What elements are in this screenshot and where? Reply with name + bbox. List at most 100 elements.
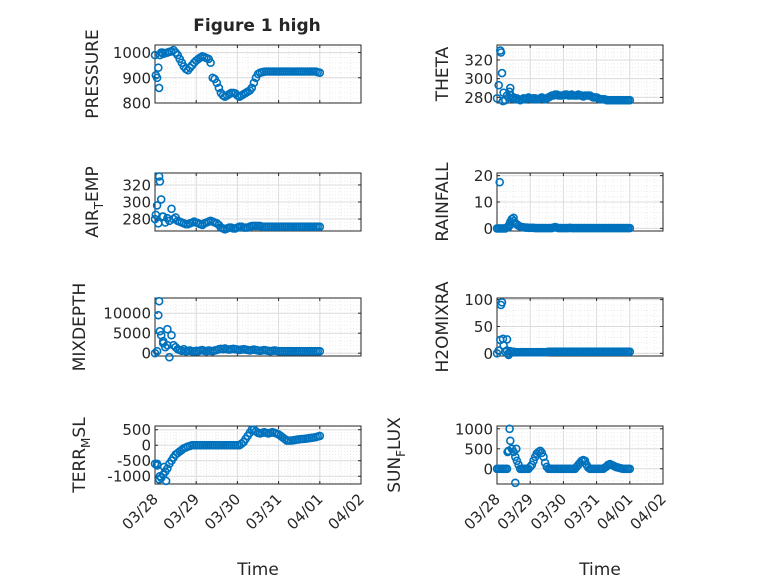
axes-box	[496, 425, 664, 485]
y-tick-label: 1000	[113, 44, 151, 62]
subplot-mixdepth: 0 5000 10000 MIXDEPTH	[70, 283, 362, 372]
data-point	[502, 464, 512, 474]
subplot-pressure: 800 900 1000 PRESSURE	[83, 29, 362, 119]
data-point	[154, 310, 163, 320]
y-tick-label: 320	[464, 51, 493, 69]
data-point	[167, 204, 176, 214]
y-tick-label: 1000	[455, 420, 493, 438]
y-tick-label: 500	[464, 440, 493, 458]
data-point	[156, 195, 166, 204]
data-point	[163, 324, 172, 334]
data-point	[158, 212, 167, 221]
figure-title: Figure 1 high	[193, 16, 321, 36]
data-point	[154, 296, 164, 306]
data-series	[492, 297, 635, 360]
data-series	[492, 46, 635, 106]
y-axis-label: MIXDEPTH	[70, 283, 90, 372]
y-tick-label: 900	[122, 69, 151, 87]
data-point	[247, 83, 257, 93]
y-tick-label: 0	[141, 437, 151, 455]
data-point	[154, 219, 163, 228]
subplot-rainfall: 0 10 20 RAINFALL	[433, 162, 664, 242]
x-axis-label: Time	[236, 560, 279, 580]
data-point	[497, 68, 507, 78]
data-point	[155, 50, 165, 60]
data-point	[167, 330, 176, 340]
y-tick-label: 5000	[113, 325, 151, 343]
data-point	[625, 347, 635, 357]
data-series	[492, 177, 635, 233]
y-axis-label: THETA	[433, 46, 453, 102]
y-tick-label: 800	[122, 95, 151, 113]
data-point	[155, 326, 165, 336]
data-point	[496, 300, 506, 310]
y-tick-label: 300	[122, 194, 151, 212]
axes-box	[154, 44, 362, 104]
data-point	[529, 456, 538, 466]
y-tick-label: -500	[117, 452, 151, 470]
data-point	[505, 424, 514, 434]
y-axis-label: TERRMSL	[70, 417, 93, 494]
y-axis-label: AIRTEMP	[83, 166, 106, 237]
data-point	[505, 436, 515, 446]
data-point	[509, 213, 518, 223]
data-point	[154, 63, 163, 72]
x-axis-label: Time	[578, 560, 621, 580]
data-point	[161, 476, 171, 486]
y-tick-label: 0	[483, 345, 493, 363]
y-tick-label: 280	[464, 89, 493, 107]
y-tick-label: 10000	[103, 305, 151, 323]
data-point	[496, 48, 506, 57]
data-series	[492, 424, 635, 488]
data-point	[505, 87, 514, 97]
data-point	[527, 460, 537, 470]
data-point	[315, 431, 325, 441]
data-point	[206, 58, 215, 68]
data-point	[502, 346, 512, 355]
data-point	[315, 346, 325, 356]
y-tick-label: 0	[483, 460, 493, 478]
data-point	[625, 95, 635, 105]
y-tick-label: 20	[474, 167, 493, 185]
y-tick-label: 10	[474, 194, 493, 212]
data-point	[177, 346, 187, 356]
y-tick-label: 320	[122, 176, 151, 194]
data-point	[158, 48, 167, 57]
y-tick-label: 0	[483, 220, 493, 238]
y-tick-label: 300	[464, 70, 493, 88]
data-point	[150, 348, 160, 358]
axes-box	[496, 44, 664, 104]
data-point	[249, 78, 259, 88]
data-point	[155, 177, 165, 186]
data-point	[625, 464, 635, 474]
axes-box	[154, 425, 362, 485]
y-tick-label: 500	[122, 421, 151, 439]
data-point	[151, 71, 161, 80]
data-point	[498, 96, 508, 106]
y-tick-label: 50	[474, 318, 493, 336]
data-series	[150, 172, 325, 234]
data-point	[163, 340, 172, 350]
data-point	[580, 456, 590, 466]
data-point	[504, 350, 513, 360]
data-series	[150, 425, 325, 486]
data-point	[511, 444, 521, 454]
data-point	[152, 346, 162, 356]
data-point	[155, 471, 165, 481]
data-point	[152, 459, 162, 469]
y-tick-label: 0	[141, 345, 151, 363]
y-axis-label: RAINFALL	[433, 162, 453, 242]
y-axis-label: H2OMIXRA	[433, 281, 453, 372]
data-point	[502, 335, 512, 344]
data-series	[150, 45, 325, 101]
data-point	[214, 83, 224, 93]
data-point	[503, 447, 512, 457]
data-point	[165, 352, 174, 362]
data-point	[159, 462, 169, 472]
data-point	[152, 201, 162, 210]
data-point	[510, 478, 520, 488]
data-point	[506, 91, 516, 100]
